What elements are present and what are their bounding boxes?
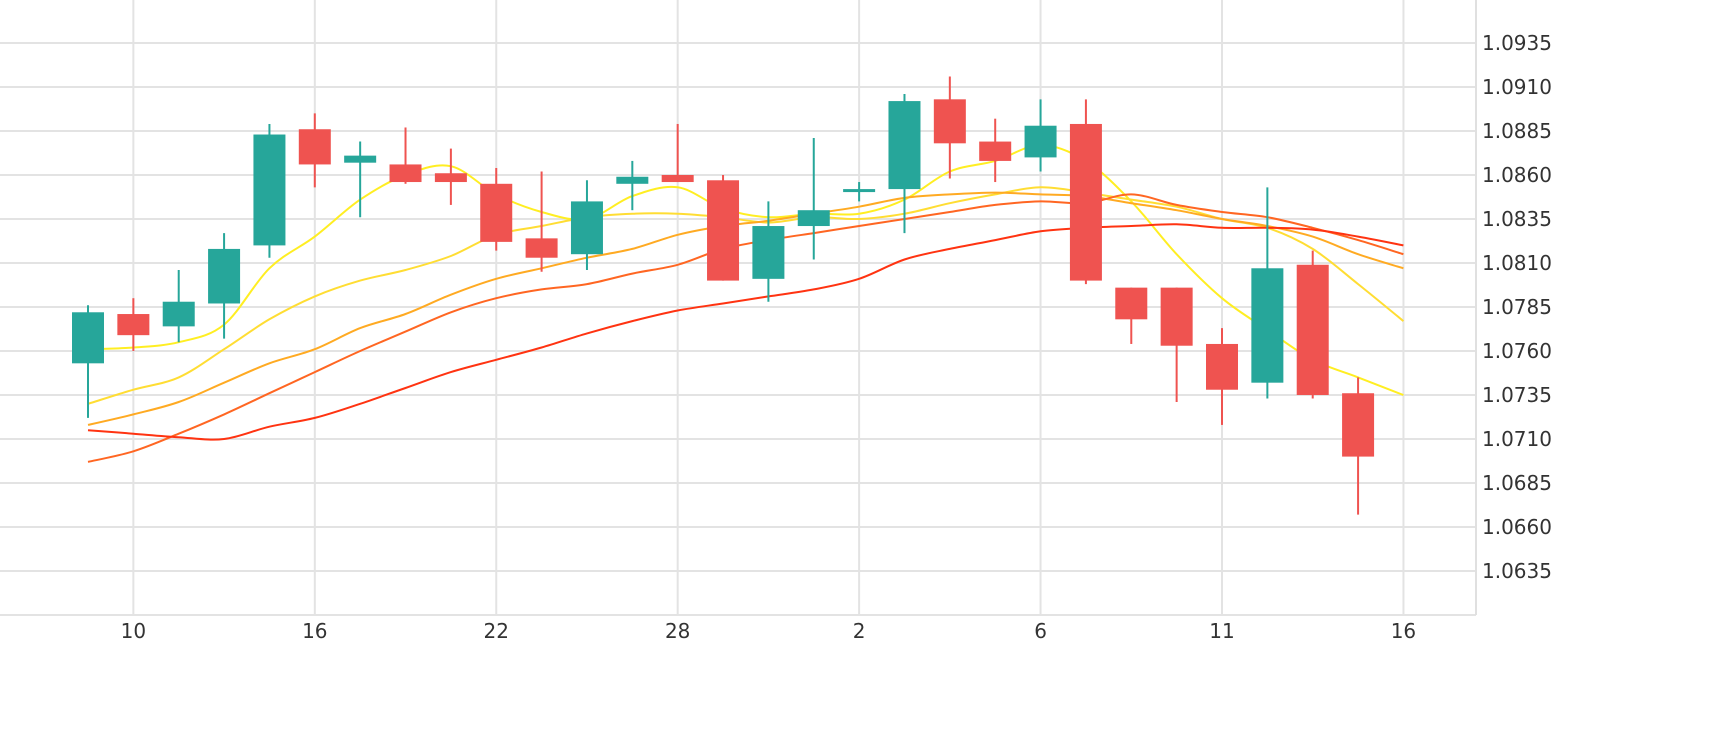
candle	[1342, 377, 1375, 515]
candle	[298, 113, 331, 188]
candle	[389, 127, 422, 184]
candle-body	[72, 312, 104, 364]
candle-body	[389, 164, 422, 183]
candle	[979, 118, 1012, 183]
candles	[72, 76, 1375, 515]
y-tick-label: 1.0635	[1482, 559, 1552, 583]
candle	[616, 160, 649, 211]
x-tick-label: 22	[484, 619, 509, 643]
candle	[1251, 187, 1284, 399]
y-tick-label: 1.0710	[1482, 427, 1552, 451]
x-tick-label: 2	[853, 619, 866, 643]
candle	[933, 76, 966, 179]
candle	[843, 182, 876, 202]
moving-average-line-2	[87, 186, 1405, 405]
candle-body	[162, 301, 195, 327]
y-tick-label: 1.0935	[1482, 31, 1552, 55]
candle	[1024, 99, 1057, 172]
candle-body	[344, 155, 377, 163]
moving-average-line-1	[87, 144, 1404, 396]
x-tick-label: 28	[665, 619, 690, 643]
candle-body	[434, 173, 467, 183]
candle	[661, 123, 694, 183]
candle-body	[480, 183, 513, 242]
candle	[797, 138, 830, 260]
moving-average-line-5	[87, 223, 1404, 441]
candle	[888, 94, 921, 234]
candle-body	[1024, 125, 1057, 158]
candle-body	[1342, 393, 1375, 457]
candle	[1115, 287, 1148, 344]
y-tick-label: 1.0835	[1482, 207, 1552, 231]
y-tick-label: 1.0685	[1482, 471, 1552, 495]
x-tick-label: 16	[302, 619, 327, 643]
moving-average-line-3	[87, 191, 1404, 426]
y-tick-label: 1.0785	[1482, 295, 1552, 319]
x-tick-label: 6	[1034, 619, 1047, 643]
candle	[162, 270, 195, 343]
candle-body	[570, 201, 603, 255]
candle-body	[888, 101, 921, 190]
candle	[117, 298, 150, 351]
candle	[253, 123, 286, 258]
y-tick-label: 1.0735	[1482, 383, 1552, 407]
candle-body	[1296, 264, 1329, 395]
candle-body	[208, 248, 241, 304]
candle-body	[1206, 343, 1238, 390]
y-axis-tick-labels: 1.0935 1.0910 1.0885 1.0860 1.0835 1.0810 1.07…	[1482, 31, 1552, 583]
candle-body	[117, 314, 150, 336]
candle	[570, 180, 603, 271]
moving-average-line-4	[87, 193, 1404, 463]
candle	[752, 201, 785, 302]
candle	[344, 141, 377, 218]
candle	[72, 305, 104, 418]
candle-body	[1160, 287, 1193, 346]
x-tick-label: 16	[1391, 619, 1416, 643]
x-axis-tick-labels: 10 16 22 28 2 6 11 16	[121, 619, 1417, 643]
candle	[1160, 287, 1193, 403]
candle	[208, 233, 241, 339]
candle	[434, 148, 467, 205]
candle-body	[525, 238, 558, 258]
candle-body	[253, 134, 286, 246]
candle	[525, 171, 558, 272]
candle-body	[979, 141, 1012, 161]
candle-body	[1115, 287, 1148, 320]
y-tick-label: 1.0885	[1482, 119, 1552, 143]
candle	[707, 175, 740, 281]
y-tick-label: 1.0810	[1482, 251, 1552, 275]
candle-body	[1251, 268, 1284, 383]
moving-averages	[87, 144, 1405, 463]
y-tick-label: 1.0910	[1482, 75, 1552, 99]
candle-body	[933, 99, 966, 144]
candle-body	[707, 180, 740, 281]
y-tick-label: 1.0660	[1482, 515, 1552, 539]
candle	[1069, 99, 1102, 285]
x-tick-label: 11	[1209, 619, 1234, 643]
candle-body	[1069, 123, 1102, 281]
candle	[1206, 328, 1238, 425]
candle	[480, 167, 513, 251]
candle	[1296, 250, 1329, 399]
candle-body	[843, 189, 876, 193]
candle-body	[752, 226, 785, 279]
x-tick-label: 10	[121, 619, 146, 643]
candle-body	[298, 129, 331, 165]
candle-body	[616, 176, 649, 184]
candle-body	[797, 210, 830, 227]
y-tick-label: 1.0760	[1482, 339, 1552, 363]
y-tick-label: 1.0860	[1482, 163, 1552, 187]
candle-body	[661, 175, 694, 183]
